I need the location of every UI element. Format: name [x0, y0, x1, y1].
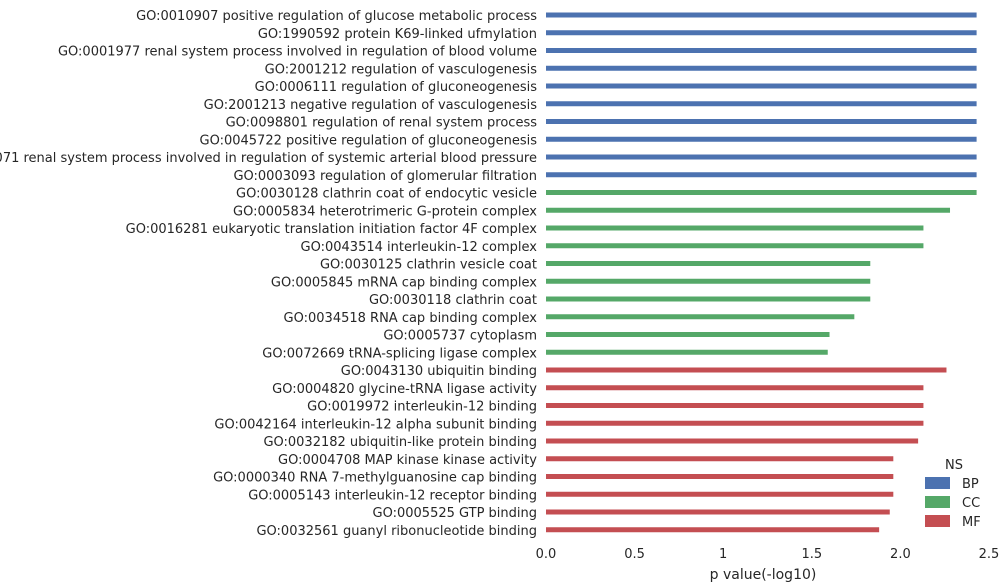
legend-label-bp: BP	[962, 477, 979, 492]
bar	[546, 349, 828, 355]
category-label: GO:0005737 cytoplasm	[383, 329, 537, 344]
category-labels: GO:0010907 positive regulation of glucos…	[0, 9, 537, 539]
legend-entries: BP CC MF	[925, 477, 981, 530]
bar	[546, 296, 871, 302]
x-tick-label: 0.0	[536, 547, 557, 562]
category-label: GO:0030128 clathrin coat of endocytic ve…	[236, 187, 537, 202]
bar	[546, 48, 977, 53]
category-label: GO:0003093 regulation of glomerular filt…	[233, 169, 537, 184]
legend-title: NS	[945, 458, 963, 473]
bar	[546, 225, 924, 231]
category-label: GO:0045722 positive regulation of glucon…	[200, 133, 538, 148]
bar	[546, 403, 924, 408]
bar	[546, 65, 977, 71]
bar	[546, 136, 977, 142]
category-label: GO:0019972 interleukin-12 binding	[307, 400, 537, 415]
category-label: GO:2001213 negative regulation of vascul…	[204, 98, 538, 113]
category-label: GO:0043514 interleukin-12 complex	[301, 240, 538, 255]
category-label: GO:0032182 ubiquitin-like protein bindin…	[263, 435, 537, 450]
legend-swatch-cc	[925, 496, 950, 508]
category-label: GO:0010907 positive regulation of glucos…	[136, 9, 537, 24]
bar	[546, 172, 977, 178]
bar	[546, 278, 871, 284]
category-label: GO:0005143 interleukin-12 receptor bindi…	[248, 488, 537, 503]
legend-swatch-mf	[925, 515, 950, 527]
bar	[546, 190, 977, 195]
bar	[546, 243, 924, 249]
category-label: GO:0030118 clathrin coat	[369, 293, 537, 308]
category-label: GO:0004708 MAP kinase kinase activity	[278, 453, 537, 468]
bar	[546, 509, 890, 515]
category-label: GO:0004820 glycine-tRNA ligase activity	[272, 382, 537, 397]
category-label: GO:0000340 RNA 7-methylguanosine cap bin…	[213, 471, 537, 486]
category-label: GO:0072669 tRNA-splicing ligase complex	[262, 346, 537, 361]
category-label: GO:0016281 eukaryotic translation initia…	[126, 222, 538, 237]
x-tick-label: 1	[719, 547, 727, 562]
bar	[546, 491, 894, 497]
category-label: GO:0005525 GTP binding	[373, 506, 537, 521]
bar	[546, 474, 894, 479]
category-label: GO:0042164 interleukin-12 alpha subunit …	[214, 417, 537, 432]
category-label: GO:0003071 renal system process involved…	[0, 151, 537, 166]
bar	[546, 420, 924, 426]
category-label: GO:0005845 mRNA cap binding complex	[271, 275, 537, 290]
bars-layer	[546, 12, 977, 533]
bar	[546, 332, 830, 337]
legend-swatch-bp	[925, 477, 950, 489]
bar	[546, 30, 977, 36]
category-label: GO:0098801 regulation of renal system pr…	[226, 116, 538, 131]
category-label: GO:0001977 renal system process involved…	[58, 45, 537, 60]
legend-label-cc: CC	[962, 496, 980, 511]
bar	[546, 83, 977, 89]
bar	[546, 527, 880, 533]
x-tick-label: 2.0	[890, 547, 911, 562]
bar	[546, 367, 947, 373]
category-label: GO:0034518 RNA cap binding complex	[284, 311, 538, 326]
bar	[546, 456, 894, 462]
category-label: GO:0006111 regulation of gluconeogenesis	[255, 80, 538, 95]
bar	[546, 314, 855, 320]
x-tick-label: 0.5	[624, 547, 645, 562]
category-label: GO:0005834 heterotrimeric G-protein comp…	[233, 204, 537, 219]
bar	[546, 261, 871, 266]
bar	[546, 119, 977, 124]
bar	[546, 101, 977, 107]
category-label: GO:0030125 clathrin vesicle coat	[320, 258, 537, 273]
bar	[546, 12, 977, 18]
bar	[546, 154, 977, 160]
category-label: GO:0032561 guanyl ribonucleotide binding	[256, 524, 537, 539]
category-label: GO:1990592 protein K69-linked ufmylation	[258, 27, 537, 42]
bar	[546, 207, 951, 213]
legend-label-mf: MF	[962, 515, 981, 530]
x-tick-label: 2.5	[979, 547, 1000, 562]
category-label: GO:0043130 ubiquitin binding	[341, 364, 537, 379]
category-label: GO:2001212 regulation of vasculogenesis	[265, 62, 538, 77]
bar	[546, 438, 919, 444]
x-tick-label: 1.5	[801, 547, 822, 562]
x-axis-ticks: 0.0 0.5 1 1.5 2.0 2.5	[536, 547, 1000, 562]
bar	[546, 385, 924, 391]
x-axis-label: p value(-log10)	[710, 567, 817, 583]
legend: NS BP CC MF	[925, 458, 981, 530]
